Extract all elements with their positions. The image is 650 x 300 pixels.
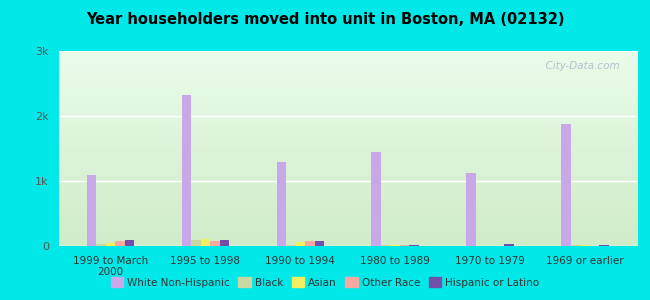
- Bar: [580, 245, 590, 246]
- Bar: [106, 243, 116, 246]
- Bar: [296, 242, 305, 246]
- Text: City-Data.com: City-Data.com: [539, 61, 619, 71]
- Bar: [391, 245, 400, 246]
- Bar: [201, 239, 210, 246]
- Bar: [305, 242, 315, 246]
- Bar: [400, 245, 410, 246]
- Bar: [410, 245, 419, 246]
- Bar: [96, 244, 106, 246]
- Bar: [504, 244, 514, 246]
- Bar: [182, 95, 191, 246]
- Bar: [125, 240, 135, 246]
- Bar: [599, 245, 608, 246]
- Bar: [87, 175, 96, 246]
- Bar: [381, 245, 391, 246]
- Bar: [561, 124, 571, 246]
- Bar: [571, 245, 580, 246]
- Bar: [277, 161, 286, 246]
- Legend: White Non-Hispanic, Black, Asian, Other Race, Hispanic or Latino: White Non-Hispanic, Black, Asian, Other …: [107, 273, 543, 292]
- Bar: [220, 239, 229, 246]
- Bar: [210, 242, 220, 246]
- Text: Year householders moved into unit in Boston, MA (02132): Year householders moved into unit in Bos…: [86, 12, 564, 27]
- Bar: [116, 242, 125, 246]
- Bar: [315, 241, 324, 246]
- Bar: [191, 240, 201, 246]
- Bar: [466, 172, 476, 246]
- Bar: [286, 245, 296, 246]
- Bar: [371, 152, 381, 246]
